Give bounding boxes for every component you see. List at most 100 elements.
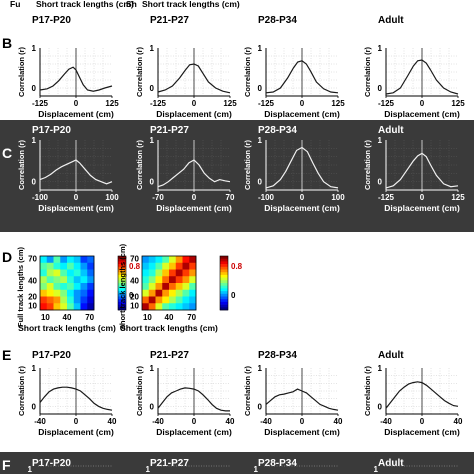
panel-b-p28-p34-title: P28-P34 [258, 15, 297, 26]
panel-d-heatmap-2-cell [162, 262, 170, 270]
panel-d-heatmap-1-xtick-label-0: 10 [41, 313, 50, 322]
panel-d-heatmap-1-cell [87, 269, 95, 277]
panel-e-adult: Adult -40 0 40 0 1 Displacement (cm) Correlatio… [363, 350, 463, 437]
panel-d-heatmap-1-cell [73, 262, 81, 270]
panel-d-heatmap-1-cell [87, 289, 95, 297]
panel-b-p28-p34-series-line [265, 60, 339, 94]
panel-d-heatmap-1-cell [40, 256, 48, 264]
panel-e-p21-p27-ylabel: Correlation (r) [135, 366, 144, 417]
panel-d-heatmap-1-cell [46, 296, 54, 304]
panel-b-p21-p27-xtick-label-1: 0 [192, 99, 197, 108]
panel-c-adult-xtick-label-2: 125 [451, 193, 465, 202]
panel-c-adult-series-line [385, 152, 459, 189]
panel-d-heatmap-2-cell [182, 283, 190, 291]
panel-d-heatmap-1-colorbar-step [118, 288, 126, 292]
panel-d-heatmap-1-cell [87, 283, 95, 291]
panel-d-heatmap-1-colorbar-step [118, 291, 126, 295]
panel-b-p21-p27-title: P21-P27 [150, 15, 189, 26]
panel-e-p17-p20-xtick-label-1: 0 [74, 417, 79, 426]
panel-d-heatmap-2-cell [148, 289, 156, 297]
panel-d-heatmap-2-colorbar-label-1: 0 [231, 291, 236, 300]
panel-d-heatmap-1-cell [67, 276, 75, 284]
panel-d-heatmap-1-cell [67, 262, 75, 270]
panel-d-heatmap-2-cell [148, 303, 156, 311]
panel-f-p21-p27-ytick-label-0: 1 [146, 465, 151, 474]
panel-d-heatmap-2-xtick-label-2: 70 [187, 313, 196, 322]
panel-d-heatmap-2-colorbar-step [220, 272, 228, 276]
panel-c-p17-p20-xtick-label-2: 100 [105, 193, 119, 202]
panel-d-heatmap-2-colorbar-step [220, 283, 228, 286]
panel-label-d: D [2, 249, 12, 265]
panel-d-heatmap-1-cell [40, 303, 48, 311]
panel-d-heatmap-1-colorbar-step [118, 277, 126, 281]
panel-d-heatmap-2-cell [189, 276, 197, 284]
panel-e-p21-p27-xlabel: Displacement (cm) [156, 427, 232, 437]
panel-d-heatmap-2-cell [162, 269, 170, 277]
panel-d-heatmap-1-colorbar-step [118, 264, 126, 268]
panel-d-heatmap-1-cell [60, 303, 68, 311]
panel-d-heatmap-1-colorbar-label-0: 0.8 [129, 262, 141, 271]
panel-d-heatmap-1-cell [46, 303, 54, 311]
panel-d-heatmap-1-cell [46, 276, 54, 284]
panel-d-heatmap-2-cell [182, 303, 190, 311]
panel-b-p28-p34-ytick-label-1: 1 [258, 44, 263, 53]
panel-d-heatmap-2-cell [175, 262, 183, 270]
panel-d-heatmap-1-cell [40, 289, 48, 297]
panel-c-p21-p27-ytick-label-1: 1 [150, 136, 155, 145]
panel-d-heatmap-2-cell [155, 303, 163, 311]
panel-d-heatmap-1-cell [80, 289, 88, 297]
panel-d-heatmap-1-colorbar-step [118, 256, 126, 259]
panel-c-adult-xtick-label-0: -125 [378, 193, 395, 202]
panel-d-heatmap-1-colorbar-step [118, 274, 126, 278]
top-strip: Fu Short track lengths (cm) Sh Short tra… [10, 0, 240, 9]
panel-e-p21-p27-xtick-label-2: 40 [226, 417, 235, 426]
panel-d-heatmap-1-cell [87, 276, 95, 284]
panel-d-heatmap-1-cell [60, 256, 68, 264]
panel-d-heatmap-1-cell [80, 256, 88, 264]
panel-e-p28-p34-ylabel: Correlation (r) [243, 366, 252, 417]
panel-d-heatmap-1-cell [60, 262, 68, 270]
panel-c-p21-p27-title: P21-P27 [150, 125, 189, 136]
panel-c-p17-p20-ylabel: Correlation (r) [17, 140, 26, 191]
panel-d-heatmap-2-ytick-label-0: 10 [130, 302, 139, 311]
panel-d-heatmap-1-colorbar-step [118, 266, 126, 270]
panel-e-p17-p20-title: P17-P20 [32, 350, 71, 361]
panel-d-heatmap-2-xtick-label-0: 10 [143, 313, 152, 322]
panel-d-heatmap-2-cell [175, 269, 183, 277]
panel-f-p17-p20-ytick-label-0: 1 [28, 465, 33, 474]
panel-b-p17-p20-title: P17-P20 [32, 15, 71, 26]
panel-e-p21-p27-title: P21-P27 [150, 350, 189, 361]
panel-d-heatmap-2-colorbar-step [220, 274, 228, 278]
panel-d-heatmap-1-colorbar-step [118, 307, 126, 311]
panel-d-heatmap-1-cell [73, 256, 81, 264]
panel-label-layer: B C D E F [2, 35, 12, 473]
panel-d-heatmap-2-colorbar-step [220, 266, 228, 270]
top-ylabel-1: Fu [10, 0, 20, 9]
panel-b-adult: Adult -125 0 125 0 1 Displacement (cm) Correlat… [363, 15, 465, 119]
panel-d-heatmap-2-cell [175, 289, 183, 297]
panel-e-p17-p20-xlabel: Displacement (cm) [38, 427, 114, 437]
panel-c-p21-p27: P21-P27 -70 0 70 0 1 Displacement (cm) Correlat… [135, 125, 235, 213]
panel-d-heatmap-2-cell [142, 283, 150, 291]
panel-d-heatmap-2-colorbar-step [220, 301, 228, 305]
panel-d-heatmap-2-cell [169, 256, 177, 264]
panel-b-p21-p27: P21-P27 -125 0 125 0 1 Displacement (cm) Correl… [135, 15, 237, 119]
panel-d-heatmap-1-cell [40, 269, 48, 277]
panel-d-heatmap-2-ylabel: Short track lengths (cm) [118, 243, 127, 330]
panel-d-heatmap-1-colorbar-step [118, 258, 126, 262]
panel-d-heatmap-1-cell [67, 296, 75, 304]
panel-d-heatmap-1-cell [53, 289, 61, 297]
panel-e-p28-p34-xtick-label-0: -40 [260, 417, 272, 426]
panel-e-p17-p20-xtick-label-2: 40 [108, 417, 117, 426]
panel-d-heatmap-1-ytick-label-1: 20 [28, 293, 37, 302]
panel-c-p17-p20-series-line [39, 159, 113, 185]
panel-e-adult-xlabel: Displacement (cm) [384, 427, 460, 437]
panel-c-p28-p34-xlabel: Displacement (cm) [264, 203, 340, 213]
panel-label-c: C [2, 145, 12, 161]
chart-layer: P17-P20 -125 0 125 0 1 Displacement (cm) Correl… [16, 15, 465, 474]
panel-e-adult-ytick-label-1: 1 [378, 364, 383, 373]
panel-d-heatmap-1-cell [46, 262, 54, 270]
